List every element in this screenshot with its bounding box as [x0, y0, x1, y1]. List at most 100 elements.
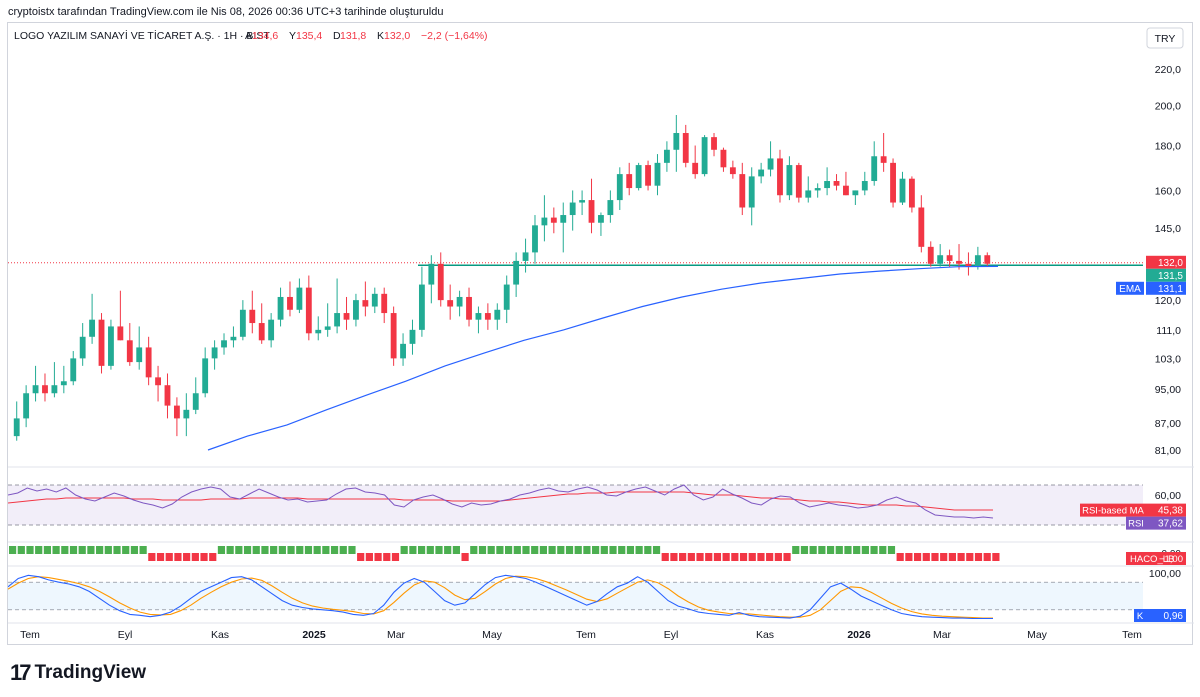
candle[interactable] — [635, 162, 642, 191]
candle[interactable] — [117, 290, 124, 341]
candle[interactable] — [287, 281, 293, 317]
candle[interactable] — [579, 190, 586, 216]
chart-area[interactable]: LOGO YAZILIM SANAYİ VE TİCARET A.Ş. · 1H… — [7, 22, 1194, 646]
candle[interactable] — [711, 133, 717, 157]
candle[interactable] — [974, 246, 981, 270]
candle[interactable] — [362, 281, 369, 317]
candle[interactable] — [626, 162, 633, 196]
candle[interactable] — [908, 176, 915, 213]
candle[interactable] — [428, 255, 435, 304]
candle[interactable] — [183, 393, 190, 437]
candle[interactable] — [927, 241, 934, 267]
candle[interactable] — [108, 319, 114, 370]
candle[interactable] — [79, 323, 86, 366]
candle[interactable] — [946, 249, 953, 267]
candle[interactable] — [353, 293, 359, 327]
candle[interactable] — [550, 207, 557, 234]
candle[interactable] — [956, 244, 962, 270]
candle[interactable] — [720, 147, 727, 172]
candle[interactable] — [173, 397, 180, 437]
price-axis[interactable]: 220,0 200,0 180,0 160,0 145,0 120,0 111,0 103,0… — [1155, 64, 1181, 457]
candle[interactable] — [748, 167, 755, 226]
candle[interactable] — [89, 293, 96, 344]
candle[interactable] — [795, 162, 802, 203]
candle[interactable] — [155, 365, 161, 402]
haco-pane[interactable]: 0,00HACO_LB−1,00 — [9, 546, 1186, 565]
candle[interactable] — [202, 347, 209, 398]
chart-svg[interactable]: LOGO YAZILIM SANAYİ VE TİCARET A.Ş. · 1H… — [8, 23, 1194, 646]
candle[interactable] — [32, 365, 39, 402]
candle[interactable] — [409, 319, 416, 355]
candle[interactable] — [616, 167, 623, 210]
candle[interactable] — [824, 167, 831, 196]
candle[interactable] — [965, 252, 972, 276]
stoch-k-line[interactable] — [8, 574, 993, 620]
candle[interactable] — [475, 306, 482, 334]
candle[interactable] — [456, 290, 463, 317]
candle[interactable] — [890, 158, 896, 208]
candle[interactable] — [381, 287, 388, 324]
candle[interactable] — [296, 278, 303, 314]
candle[interactable] — [324, 303, 331, 337]
candle[interactable] — [192, 377, 199, 415]
candle[interactable] — [805, 176, 812, 203]
candle[interactable] — [522, 238, 529, 273]
candle[interactable] — [305, 275, 312, 341]
candle[interactable] — [767, 141, 774, 177]
tradingview-logo[interactable]: 17 TradingView — [10, 660, 146, 685]
candle[interactable] — [682, 124, 689, 168]
rsi-line[interactable] — [8, 484, 994, 519]
candle[interactable] — [42, 373, 48, 402]
candle[interactable] — [673, 114, 680, 172]
candle[interactable] — [654, 154, 661, 196]
candle[interactable] — [136, 326, 143, 370]
candle[interactable] — [899, 171, 906, 206]
candle[interactable] — [833, 174, 840, 191]
candle[interactable] — [786, 156, 793, 201]
candle[interactable] — [861, 171, 868, 196]
candle[interactable] — [937, 244, 944, 267]
candle[interactable] — [211, 340, 218, 370]
candle[interactable] — [560, 202, 567, 253]
candle[interactable] — [268, 313, 275, 348]
candle[interactable] — [598, 212, 604, 236]
stoch-d-line[interactable] — [8, 575, 993, 619]
candles-group[interactable] — [13, 114, 991, 441]
candle[interactable] — [277, 287, 284, 327]
candle[interactable] — [334, 278, 341, 334]
candle[interactable] — [880, 133, 887, 172]
candle[interactable] — [239, 300, 246, 341]
candle[interactable] — [532, 215, 538, 264]
candle[interactable] — [13, 401, 20, 441]
candle[interactable] — [607, 190, 614, 223]
candle[interactable] — [701, 135, 708, 177]
candle[interactable] — [437, 252, 444, 307]
candle[interactable] — [51, 362, 58, 398]
candle[interactable] — [645, 160, 651, 191]
candle[interactable] — [569, 190, 576, 231]
candle[interactable] — [98, 313, 105, 374]
candle[interactable] — [984, 252, 991, 267]
candle[interactable] — [447, 284, 454, 320]
candle[interactable] — [843, 171, 849, 196]
candle[interactable] — [315, 316, 322, 341]
candle[interactable] — [729, 160, 736, 179]
stoch-pane[interactable]: 100,00 K 0,96 — [8, 568, 1186, 622]
candle[interactable] — [230, 326, 237, 348]
candle[interactable] — [541, 195, 548, 242]
candle[interactable] — [371, 287, 378, 314]
candle[interactable] — [221, 333, 227, 355]
candle[interactable] — [60, 365, 67, 394]
candle[interactable] — [588, 178, 595, 234]
candle[interactable] — [663, 141, 670, 172]
candle[interactable] — [494, 303, 501, 330]
candle[interactable] — [70, 351, 77, 386]
candle[interactable] — [145, 336, 152, 386]
candle[interactable] — [258, 303, 265, 344]
candle[interactable] — [164, 373, 171, 419]
candle[interactable] — [739, 162, 746, 216]
candle[interactable] — [343, 296, 350, 330]
candle[interactable] — [249, 290, 256, 334]
ema-line[interactable] — [207, 265, 999, 451]
candle[interactable] — [918, 195, 925, 253]
